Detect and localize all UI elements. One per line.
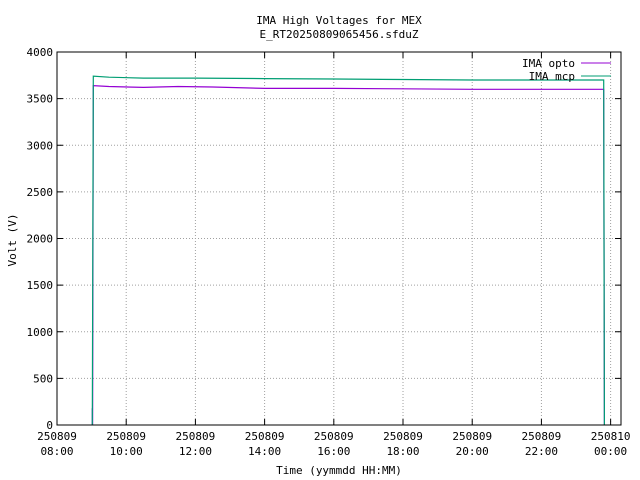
x-tick-date-label: 250809: [522, 430, 562, 443]
y-tick-label: 2500: [27, 186, 54, 199]
x-tick-time-label: 00:00: [594, 445, 627, 458]
x-tick-date-label: 250809: [37, 430, 77, 443]
y-axis-label: Volt (V): [6, 214, 19, 267]
x-tick-time-label: 08:00: [40, 445, 73, 458]
y-tick-label: 2000: [27, 233, 54, 246]
series-lines: [91, 75, 606, 426]
x-tick-date-label: 250809: [383, 430, 423, 443]
x-tick-date-label: 250810: [591, 430, 631, 443]
x-tick-time-label: 16:00: [317, 445, 350, 458]
x-tick-date-label: 250809: [452, 430, 492, 443]
x-tick-time-label: 18:00: [386, 445, 419, 458]
series-line-mcp: [91, 75, 606, 426]
x-tick-time-label: 10:00: [110, 445, 143, 458]
x-tick-time-label: 14:00: [248, 445, 281, 458]
grid: [57, 52, 621, 425]
x-tick-date-label: 250809: [176, 430, 216, 443]
y-tick-label: 1500: [27, 279, 54, 292]
x-tick-date-label: 250809: [245, 430, 285, 443]
x-tick-time-label: 12:00: [179, 445, 212, 458]
x-tick-time-label: 22:00: [525, 445, 558, 458]
legend-label-mcp: IMA mcp: [529, 70, 575, 83]
legend-label-opto: IMA opto: [522, 57, 575, 70]
x-tick-date-label: 250809: [314, 430, 354, 443]
y-tick-label: 3500: [27, 93, 54, 106]
chart-title: IMA High Voltages for MEX: [256, 14, 422, 27]
y-tick-label: 0: [46, 419, 53, 432]
legend: IMA opto IMA mcp: [522, 57, 611, 83]
axis-ticks: 0 500 1000 1500 2000 2500 3000 3500 4000 250809 08…: [27, 46, 631, 458]
y-tick-label: 1000: [27, 326, 54, 339]
y-tick-label: 4000: [27, 46, 54, 59]
chart-subtitle: E_RT20250809065456.sfduZ: [260, 28, 419, 41]
x-tick-time-label: 20:00: [456, 445, 489, 458]
x-tick-date-label: 250809: [106, 430, 146, 443]
x-axis-label: Time (yymmdd HH:MM): [276, 464, 402, 477]
y-tick-label: 500: [33, 372, 53, 385]
y-tick-label: 3000: [27, 139, 54, 152]
